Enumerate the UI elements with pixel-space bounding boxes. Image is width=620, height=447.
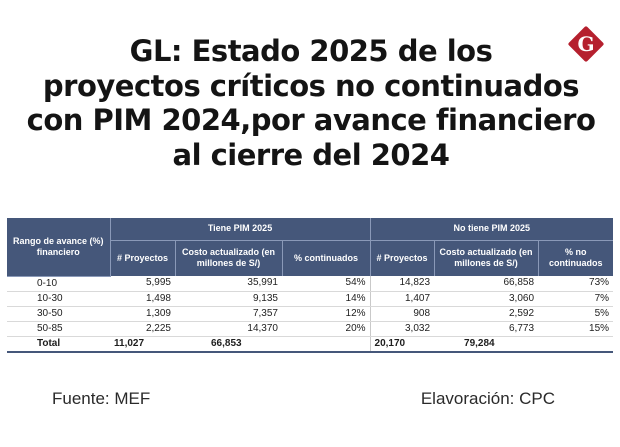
table-cell: 15% (538, 321, 614, 337)
chart-title: GL: Estado 2025 de los proyectos crítico… (20, 34, 602, 172)
table-cell: 10-30 (7, 291, 110, 307)
projects-table: Rango de avance (%) financiero Tiene PIM… (7, 218, 614, 353)
table-cell: 73% (538, 276, 614, 292)
table-cell: 14,823 (369, 276, 435, 292)
logo-letter: G (577, 32, 594, 56)
table-cell: 50-85 (7, 321, 110, 337)
table-cell: 14% (282, 291, 371, 307)
table-cell: 3,032 (369, 321, 435, 337)
table-cell: 20% (282, 321, 371, 337)
table-cell: 5% (538, 306, 614, 322)
table-cell: 1,407 (369, 291, 435, 307)
table-cell: 6,773 (434, 321, 539, 337)
table-cell: 1,498 (110, 291, 175, 307)
table-cell: 14,370 (175, 321, 282, 337)
title-line-2: proyectos críticos no continuados (42, 68, 580, 103)
credit-note: Elavoración: CPC (420, 389, 555, 408)
table-cell: 66,858 (434, 276, 539, 292)
table-cell: 3,060 (434, 291, 539, 307)
table-row: 50-85 2,225 14,370 20% 3,032 6,773 15% (7, 321, 614, 337)
table-total-row: Total 11,027 66,853 20,170 79,284 (7, 336, 614, 353)
col-header: # Proyectos (109, 240, 175, 276)
table-cell: 35,991 (175, 276, 282, 292)
table-cell: 1,309 (110, 306, 175, 322)
table-cell: 9,135 (175, 291, 282, 307)
col-header: % continuados (281, 240, 371, 276)
group-header-no-tiene: No tiene PIM 2025 (369, 218, 614, 241)
table-cell: 0-10 (7, 276, 110, 292)
brand-logo: G (566, 24, 606, 64)
col-header: % no continuados (537, 240, 614, 276)
table-cell: Total (7, 336, 110, 353)
table-cell: 66,853 (175, 336, 282, 353)
title-line-1: GL: Estado 2025 de los (129, 34, 493, 68)
table-cell (282, 336, 371, 353)
title-line-4: al cierre del 2024 (172, 137, 450, 172)
col-header: # Proyectos (369, 240, 435, 276)
table-row: 30-50 1,309 7,357 12% 908 2,592 5% (7, 306, 614, 322)
table-cell: 7,357 (175, 306, 282, 322)
table-cell: 2,592 (434, 306, 539, 322)
table-cell: 20,170 (369, 336, 435, 353)
source-note: Fuente: MEF (52, 389, 151, 408)
table-cell: 79,284 (434, 336, 539, 353)
table-cell: 5,995 (110, 276, 175, 292)
table-row: 0-10 5,995 35,991 54% 14,823 66,858 73% (7, 276, 614, 292)
table-cell: 12% (282, 306, 371, 322)
col-header: Costo actualizado (en millones de S/) (174, 240, 282, 276)
table-cell: 11,027 (110, 336, 175, 353)
col-header: Costo actualizado (en millones de S/) (433, 240, 539, 276)
group-header-tiene: Tiene PIM 2025 (109, 218, 371, 241)
range-header: Rango de avance (%) financiero (7, 218, 110, 277)
title-line-3: con PIM 2024,por avance financiero (26, 103, 596, 137)
table-cell: 2,225 (110, 321, 175, 337)
table-row: 10-30 1,498 9,135 14% 1,407 3,060 7% (7, 291, 614, 307)
table-cell: 54% (282, 276, 371, 292)
table-cell: 908 (369, 306, 435, 322)
table-cell: 7% (538, 291, 614, 307)
table-cell: 30-50 (7, 306, 110, 322)
table-cell (538, 336, 614, 353)
